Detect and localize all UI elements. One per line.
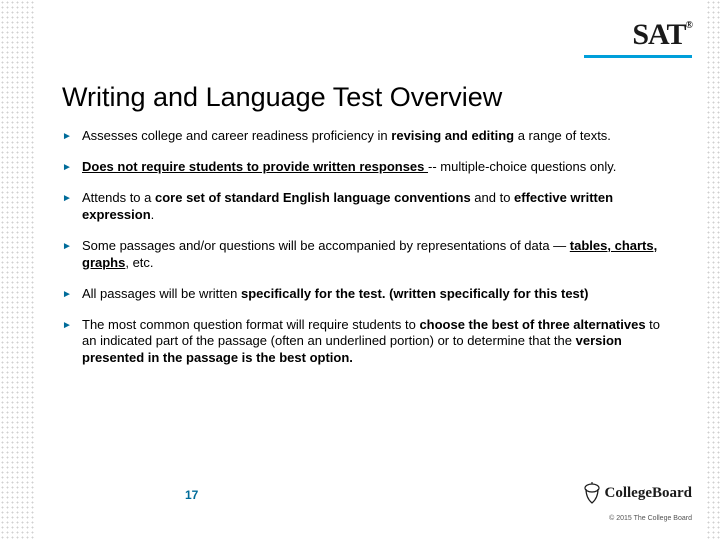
collegeboard-logo: CollegeBoard xyxy=(583,482,693,504)
acorn-icon xyxy=(583,482,601,504)
bullet-item: ► Attends to a core set of standard Engl… xyxy=(62,190,662,224)
registered-mark: ® xyxy=(686,20,692,31)
sat-logo: SAT® xyxy=(632,18,692,52)
bullet-marker-icon: ► xyxy=(62,159,82,176)
sat-logo-text: SAT xyxy=(632,18,685,51)
bullet-item: ► The most common question format will r… xyxy=(62,317,662,368)
bullet-text: Does not require students to provide wri… xyxy=(82,159,662,176)
bullet-list: ► Assesses college and career readiness … xyxy=(62,128,662,381)
bullet-text: The most common question format will req… xyxy=(82,317,662,368)
page-title: Writing and Language Test Overview xyxy=(62,82,502,113)
bullet-marker-icon: ► xyxy=(62,286,82,303)
bullet-text: Assesses college and career readiness pr… xyxy=(82,128,662,145)
bullet-item: ► All passages will be written specifica… xyxy=(62,286,662,303)
collegeboard-text: CollegeBoard xyxy=(605,485,693,502)
left-dot-pattern xyxy=(0,0,36,540)
bullet-text: All passages will be written specificall… xyxy=(82,286,662,303)
bullet-marker-icon: ► xyxy=(62,128,82,145)
accent-bar xyxy=(584,55,692,58)
copyright-text: © 2015 The College Board xyxy=(609,515,692,522)
bullet-marker-icon: ► xyxy=(62,190,82,207)
bullet-item: ► Does not require students to provide w… xyxy=(62,159,662,176)
bullet-text: Attends to a core set of standard Englis… xyxy=(82,190,662,224)
bullet-item: ► Some passages and/or questions will be… xyxy=(62,238,662,272)
right-dot-pattern xyxy=(706,0,720,540)
bullet-marker-icon: ► xyxy=(62,317,82,334)
bullet-text: Some passages and/or questions will be a… xyxy=(82,238,662,272)
bullet-marker-icon: ► xyxy=(62,238,82,255)
bullet-item: ► Assesses college and career readiness … xyxy=(62,128,662,145)
page-number: 17 xyxy=(185,488,198,502)
